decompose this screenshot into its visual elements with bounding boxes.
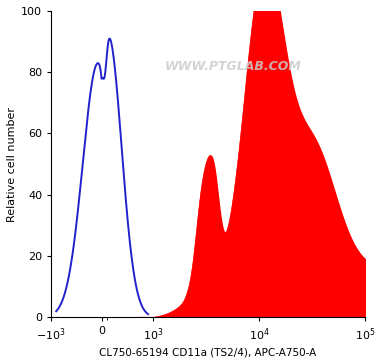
X-axis label: CL750-65194 CD11a (TS2/4), APC-A750-A: CL750-65194 CD11a (TS2/4), APC-A750-A	[99, 347, 317, 357]
Text: WWW.PTGLAB.COM: WWW.PTGLAB.COM	[165, 60, 301, 72]
Y-axis label: Relative cell number: Relative cell number	[7, 107, 17, 222]
